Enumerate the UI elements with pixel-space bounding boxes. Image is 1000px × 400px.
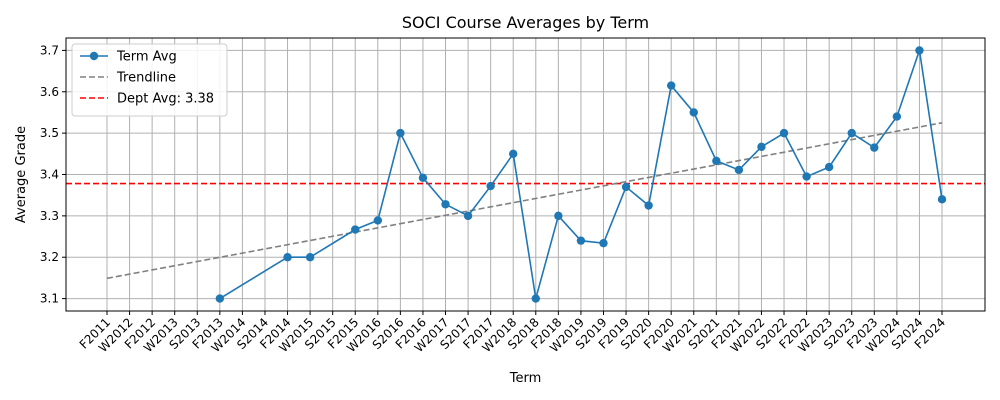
- legend-label: Dept Avg: 3.38: [117, 92, 214, 107]
- term-avg-line: [219, 50, 943, 300]
- term-avg-point: [689, 108, 698, 117]
- term-avg-point: [215, 294, 225, 303]
- term-avg-point: [734, 165, 744, 175]
- term-avg-point: [305, 253, 315, 262]
- term-avg-point: [509, 149, 518, 159]
- y-tick-label: 3.4: [40, 168, 59, 182]
- term-avg-point: [915, 46, 924, 55]
- term-avg-point: [824, 162, 834, 172]
- legend-label: Trendline: [116, 71, 176, 86]
- term-avg-point: [441, 200, 450, 209]
- term-avg-point: [486, 181, 495, 191]
- term-avg-point: [418, 173, 428, 183]
- term-avg-point: [937, 195, 947, 204]
- y-tick-label: 3.5: [40, 126, 59, 140]
- x-axis-title: Term: [509, 371, 542, 386]
- trendline: [106, 122, 943, 280]
- y-tick-label: 3.1: [40, 292, 59, 306]
- term-avg-point: [870, 143, 879, 152]
- legend: Term Avg Trendline Dept Avg: 3.38: [71, 43, 228, 117]
- chart-title: SOCI Course Averages by Term: [402, 13, 649, 32]
- y-tick-label: 3.7: [40, 43, 59, 57]
- term-avg-point: [644, 201, 653, 210]
- term-avg-point: [599, 238, 608, 248]
- y-axis: 3.1 3.2 3.3 3.4 3.5 3.6 3.7: [40, 43, 66, 306]
- term-avg-point: [892, 112, 902, 121]
- y-tick-label: 3.2: [40, 250, 59, 264]
- term-avg-point: [351, 225, 360, 234]
- term-avg-point: [757, 142, 766, 151]
- term-avg-point: [847, 128, 856, 138]
- term-avg-point: [802, 172, 811, 181]
- y-axis-title: Average Grade: [14, 126, 29, 223]
- term-avg-point: [373, 216, 383, 225]
- term-avg-point: [463, 211, 473, 221]
- legend-box: [71, 43, 228, 117]
- legend-label: Term Avg: [116, 50, 177, 65]
- term-avg-point: [621, 182, 631, 192]
- y-tick-label: 3.3: [40, 209, 59, 223]
- term-avg-point: [396, 128, 405, 138]
- y-tick-label: 3.6: [40, 85, 59, 99]
- term-avg-point: [666, 81, 676, 90]
- term-avg-point: [283, 253, 292, 262]
- legend-marker: [89, 51, 99, 61]
- term-avg-point: [554, 211, 563, 221]
- term-avg-point: [712, 156, 721, 166]
- term-avg-point: [531, 294, 540, 303]
- term-avg-point: [576, 236, 586, 245]
- series-layer: [66, 46, 985, 303]
- x-axis: F2011W2012F2012W2013S2013F2013W2014S2014…: [77, 311, 948, 355]
- term-avg-point: [779, 128, 789, 138]
